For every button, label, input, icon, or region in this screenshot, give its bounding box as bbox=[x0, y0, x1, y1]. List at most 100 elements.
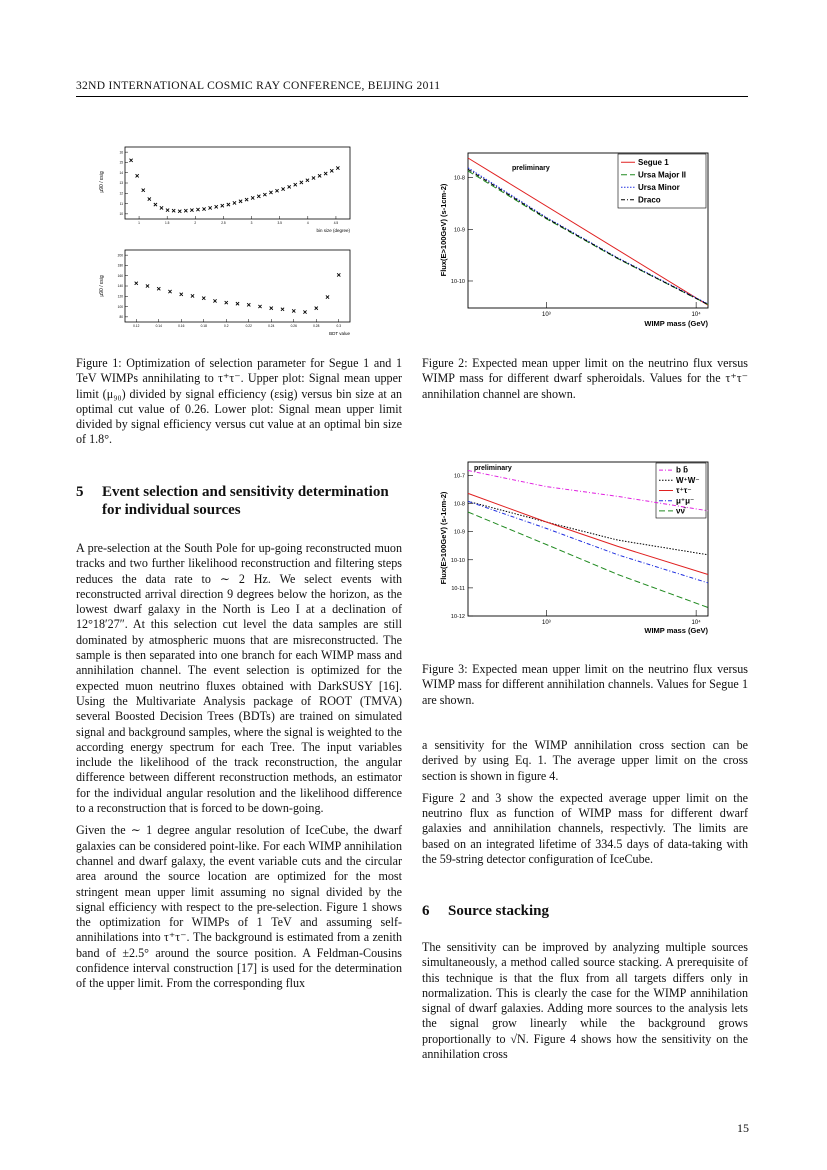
fig1-lower-xtick-label: 0.14 bbox=[156, 324, 162, 328]
fig1-lower-ytick-label: 140 bbox=[118, 284, 124, 288]
fig1-upper-xlabel: bin size (degree) bbox=[316, 228, 350, 233]
figure-1-caption: Figure 1: Optimization of selection para… bbox=[76, 356, 402, 447]
fig1-upper-point bbox=[189, 208, 194, 213]
fig3-series-line bbox=[467, 500, 709, 584]
fig3-legend-label: μ⁺μ⁻ bbox=[676, 496, 694, 505]
section-6-number: 6 bbox=[422, 903, 430, 919]
section-6-body: The sensitivity can be improved by analy… bbox=[422, 940, 748, 1069]
fig1-upper-point bbox=[317, 173, 322, 178]
page-number: 15 bbox=[737, 1121, 749, 1135]
fig1-lower-point bbox=[190, 294, 195, 298]
fig1-lower-xtick-label: 0.12 bbox=[133, 324, 139, 328]
fig1-lower-point bbox=[201, 296, 206, 301]
section-6-title: Source stacking bbox=[448, 903, 549, 919]
fig1-lower-point bbox=[303, 310, 307, 314]
fig2-frame bbox=[467, 152, 709, 309]
fig1-upper-point bbox=[135, 173, 140, 178]
fig1-lower-point bbox=[179, 292, 184, 297]
fig1-lower-point bbox=[224, 300, 229, 305]
fig1-upper-ylabel: μ90 / εsig bbox=[99, 171, 105, 192]
fig2-legend-label: Ursa Major II bbox=[638, 170, 686, 179]
section-5-title: Event selection and sensitivity determin… bbox=[102, 484, 389, 518]
fig1-upper-point bbox=[226, 202, 231, 207]
fig1-upper-plot: μ90 / εsig bin size (degree) 10111213141… bbox=[99, 146, 351, 233]
fig1-upper-point bbox=[208, 206, 213, 210]
fig2-preliminary: preliminary bbox=[512, 165, 550, 172]
section-5-heading: 5 Event selection and sensitivity determ… bbox=[76, 483, 402, 519]
fig1-upper-point bbox=[299, 180, 304, 185]
fig1-lower-point bbox=[235, 301, 240, 306]
fig1-upper-point bbox=[269, 190, 273, 195]
fig1-upper-point bbox=[159, 206, 164, 210]
fig1-lower-plot: μ90 / εsig BDT value 80 100 120 140 160 180 20… bbox=[99, 249, 351, 336]
fig1-upper-point bbox=[281, 187, 286, 192]
fig1-upper-point bbox=[214, 204, 219, 209]
fig2-legend-label: Ursa Minor bbox=[638, 183, 680, 192]
fig1-upper-point bbox=[171, 208, 176, 213]
fig3-ytick-label: 10-10 bbox=[451, 558, 465, 564]
fig1-upper-point bbox=[250, 196, 255, 200]
fig2-xtick-label: 10³ bbox=[542, 312, 551, 318]
fig1-lower-xlabel: BDT value bbox=[329, 331, 350, 336]
fig1-upper-ytick-label: 14 bbox=[119, 171, 123, 175]
fig1-lower-point bbox=[314, 306, 319, 311]
fig1-lower-xtick-label: 0.28 bbox=[313, 324, 319, 328]
fig1-lower-point bbox=[156, 286, 161, 291]
fig3-ylabel: Flux(E>100GeV) (s-1cm-2) bbox=[439, 491, 448, 584]
fig1-upper-ytick-label: 13 bbox=[119, 181, 123, 185]
fig3-xtick-label: 10³ bbox=[542, 620, 551, 626]
fig3-legend: b b̄W⁺W⁻τ⁺τ⁻μ⁺μ⁻ νν̄ bbox=[655, 462, 707, 519]
figure-3: Flux(E>100GeV) (s-1cm-2) WIMP mass (GeV)… bbox=[439, 461, 709, 635]
fig1-lower-point bbox=[134, 281, 139, 286]
fig2-legend-label: Segue 1 bbox=[638, 158, 669, 167]
running-header: 32ND INTERNATIONAL COSMIC RAY CONFERENCE… bbox=[76, 80, 441, 92]
fig1-upper-ytick-label: 11 bbox=[120, 202, 124, 206]
fig1-upper-point bbox=[256, 194, 261, 199]
fig1-upper-point bbox=[262, 192, 267, 197]
fig3-frame bbox=[467, 461, 709, 617]
fig1-upper-point bbox=[141, 188, 146, 193]
section-6-heading: 6 Source stacking bbox=[422, 902, 748, 920]
fig1-upper-frame bbox=[124, 146, 351, 220]
fig1-lower-xtick-label: 0.18 bbox=[201, 324, 207, 328]
fig3-legend-label: W⁺W⁻ bbox=[676, 476, 700, 485]
fig1-lower-ytick-label: 120 bbox=[118, 294, 124, 298]
fig1-lower-xtick-label: 0.22 bbox=[246, 324, 252, 328]
fig3-plot-area: 10-7 10-8 10-9 10-10 10-11 10-12 10³ 10⁴ bbox=[451, 470, 709, 626]
fig1-upper-xtick-label: 1.5 bbox=[165, 221, 170, 225]
fig1-upper-point bbox=[287, 184, 292, 189]
fig1-upper-xtick-label: 2.5 bbox=[221, 221, 226, 225]
fig3-ytick-label: 10-7 bbox=[454, 473, 465, 479]
fig1-lower-ytick-label: 160 bbox=[118, 274, 124, 278]
fig2-series-line bbox=[467, 170, 709, 305]
fig2-ytick-label: 10-8 bbox=[454, 176, 465, 182]
section-6-paragraph-1: The sensitivity can be improved by analy… bbox=[422, 940, 748, 1062]
section-5-paragraph-1: A pre-selection at the South Pole for up… bbox=[76, 541, 402, 816]
fig1-lower-frame bbox=[124, 249, 351, 323]
fig1-upper-point bbox=[129, 158, 133, 163]
fig2-ylabel: Flux(E>100GeV) (s-1cm-2) bbox=[439, 183, 448, 276]
fig2-xlabel: WIMP mass (GeV) bbox=[644, 319, 708, 328]
fig1-upper-xtick-label: 1 bbox=[138, 221, 140, 225]
figure-2-caption: Figure 2: Expected mean upper limit on t… bbox=[422, 356, 748, 401]
fig1-upper-point bbox=[275, 188, 279, 193]
fig3-legend-label: τ⁺τ⁻ bbox=[676, 486, 692, 495]
right-column-text: a sensitivity for the WIMP annihilation … bbox=[422, 738, 748, 874]
fig1-lower-point bbox=[325, 295, 330, 299]
fig3-preliminary: preliminary bbox=[474, 465, 512, 472]
fig1-lower-xtick-label: 0.3 bbox=[337, 324, 342, 328]
fig1-lower-point bbox=[258, 304, 262, 309]
fig1-upper-point bbox=[196, 207, 200, 212]
fig1-lower-xtick-label: 0.26 bbox=[291, 324, 297, 328]
header-rule bbox=[76, 96, 748, 97]
fig1-lower-point bbox=[269, 306, 274, 311]
fig1-upper-xtick-label: 2 bbox=[194, 221, 196, 225]
fig3-series-line bbox=[467, 511, 709, 608]
fig1-upper-point bbox=[329, 168, 334, 173]
fig2-series-line bbox=[467, 167, 709, 305]
fig2-series-line bbox=[467, 168, 709, 305]
section-5-number: 5 bbox=[76, 484, 84, 500]
fig1-upper-point bbox=[165, 208, 170, 213]
fig1-lower-ylabel: μ90 / εsig bbox=[99, 275, 105, 296]
fig3-ytick-label: 10-9 bbox=[454, 530, 465, 536]
